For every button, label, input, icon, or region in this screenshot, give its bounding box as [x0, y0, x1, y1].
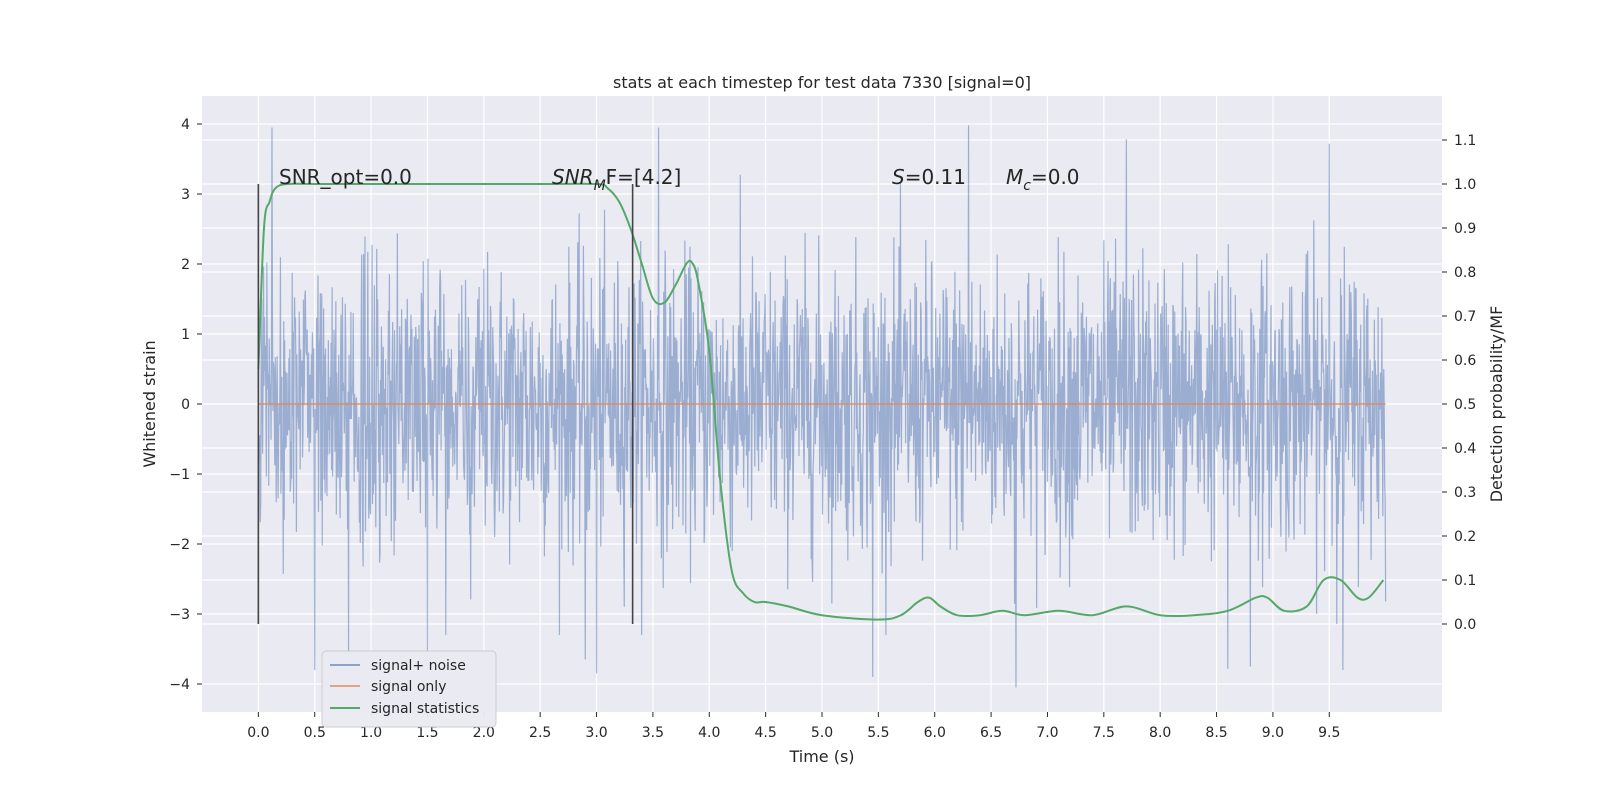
- legend-label-signal: signal only: [371, 679, 446, 695]
- snr-opt-annotation: SNR_opt=0.0: [279, 165, 412, 189]
- y2-tick-label: 0.5: [1454, 397, 1476, 413]
- y2-tick-labels: 1.1 1.0 0.9 0.8 0.7 0.6 0.5 0.4 0.3 0.2 0.1 0.0: [1442, 133, 1476, 633]
- y-tick-label: 2: [181, 257, 190, 273]
- x-tick-label: 4.5: [755, 725, 777, 741]
- signal-statistics-series: [257, 182, 1385, 621]
- y-tick-label: −3: [169, 607, 190, 623]
- x-tick-label: 6.5: [980, 725, 1002, 741]
- x-tick-label: 1.0: [360, 725, 382, 741]
- y-tick-labels: 4 3 2 1 0 −1 −2 −3 −4: [169, 117, 202, 693]
- snr-mf-value: F=[4.2]: [606, 165, 682, 189]
- y2-tick-label: 0.3: [1454, 485, 1476, 501]
- y2-tick-label: 0.2: [1454, 529, 1476, 545]
- x-tick-label: 7.0: [1036, 725, 1058, 741]
- y-tick-label: −1: [169, 467, 190, 483]
- s-value: =0.11: [905, 165, 966, 189]
- y-tick-label: 1: [181, 327, 190, 343]
- x-tick-label: 1.5: [416, 725, 438, 741]
- mc-annotation: Mc=0.0: [1006, 165, 1080, 194]
- vertical-markers: [257, 184, 634, 624]
- x-tick-label: 2.0: [473, 725, 495, 741]
- y2-tick-label: 1.0: [1454, 177, 1476, 193]
- y2-tick-label: 0.7: [1454, 309, 1476, 325]
- signal-noise-series: [257, 125, 1387, 688]
- x-tick-label: 0.0: [247, 725, 269, 741]
- x-tick-label: 7.5: [1093, 725, 1115, 741]
- x-tick-label: 9.0: [1262, 725, 1284, 741]
- x-axis-label: Time (s): [788, 747, 854, 766]
- y2-tick-label: 0.6: [1454, 353, 1476, 369]
- x-tick-label: 2.5: [529, 725, 551, 741]
- snr-mf-subscript: M: [594, 178, 606, 194]
- y2-tick-label: 1.1: [1454, 133, 1476, 149]
- y-tick-label: −4: [169, 677, 190, 693]
- x-tick-label: 6.0: [924, 725, 946, 741]
- y2-axis-label: Detection probability/MF: [1487, 306, 1506, 503]
- y2-tick-label: 0.8: [1454, 265, 1476, 281]
- mc-subscript: c: [1023, 178, 1031, 194]
- x-tick-label: 8.5: [1205, 725, 1227, 741]
- x-tick-label: 0.5: [304, 725, 326, 741]
- mc-variable: M: [1006, 165, 1023, 189]
- x-tick-label: 3.5: [642, 725, 664, 741]
- x-tick-label: 5.0: [811, 725, 833, 741]
- snr-mf-annotation: SNRMF=[4.2]: [552, 165, 681, 194]
- x-tick-label: 8.0: [1149, 725, 1171, 741]
- y2-tick-label: 0.0: [1454, 617, 1476, 633]
- chart-title: stats at each timestep for test data 733…: [613, 73, 1031, 92]
- x-tick-labels: 0.0 0.5 1.0 1.5 2.0 2.5 3.0 3.5 4.0 4.5 5.0 5.5 6.0 6…: [247, 712, 1340, 741]
- y-tick-label: 4: [181, 117, 190, 133]
- legend: signal+ noise signal only signal statist…: [321, 650, 497, 728]
- mc-value: =0.0: [1031, 165, 1080, 189]
- s-variable: S: [892, 165, 905, 189]
- legend-label-stats: signal statistics: [371, 701, 479, 717]
- x-tick-label: 3.0: [585, 725, 607, 741]
- s-annotation: S=0.11: [892, 165, 966, 189]
- y-tick-label: −2: [169, 537, 190, 553]
- y2-tick-label: 0.9: [1454, 221, 1476, 237]
- y-axis-label: Whitened strain: [140, 340, 159, 467]
- x-tick-label: 9.5: [1318, 725, 1340, 741]
- noise-trace: [257, 125, 1387, 688]
- y2-tick-label: 0.1: [1454, 573, 1476, 589]
- x-tick-label: 4.0: [698, 725, 720, 741]
- y-tick-label: 0: [181, 397, 190, 413]
- y2-tick-label: 0.4: [1454, 441, 1476, 457]
- snr-mf-prefix: SNR: [552, 165, 594, 189]
- statistics-curve: [257, 182, 1385, 621]
- legend-label-noise: signal+ noise: [371, 658, 466, 674]
- y-tick-label: 3: [181, 187, 190, 203]
- legend-box: [321, 650, 497, 728]
- x-tick-label: 5.5: [867, 725, 889, 741]
